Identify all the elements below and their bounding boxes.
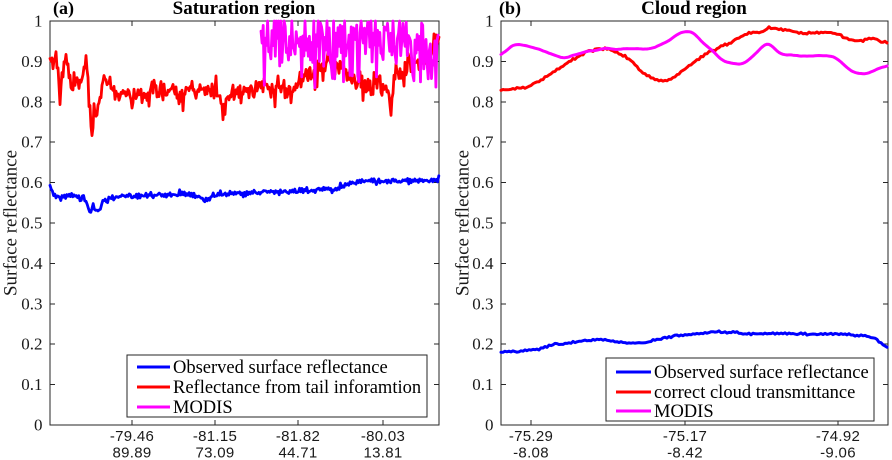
svg-text:0.8: 0.8 (472, 92, 493, 111)
svg-text:0.5: 0.5 (21, 214, 42, 233)
svg-text:MODIS: MODIS (173, 398, 233, 418)
svg-text:Reflectance from tail inforamt: Reflectance from tail inforamtion (173, 378, 421, 398)
svg-text:0: 0 (34, 416, 43, 435)
svg-text:Cloud region: Cloud region (641, 0, 747, 19)
svg-text:-8.42: -8.42 (667, 445, 703, 460)
svg-text:correct cloud transmittance: correct cloud transmittance (654, 383, 855, 403)
svg-text:0.7: 0.7 (21, 133, 43, 152)
svg-text:-81.82: -81.82 (276, 428, 320, 445)
svg-text:Observed surface reflectance: Observed surface reflectance (173, 358, 388, 378)
svg-text:Saturation region: Saturation region (173, 0, 316, 19)
svg-text:0.9: 0.9 (21, 52, 42, 71)
svg-text:-81.15: -81.15 (193, 428, 237, 445)
svg-text:13.81: 13.81 (363, 445, 402, 460)
svg-text:Surface reflectance: Surface reflectance (1, 150, 22, 296)
svg-text:0.8: 0.8 (21, 92, 42, 111)
svg-text:-80.03: -80.03 (361, 428, 405, 445)
svg-text:0.1: 0.1 (472, 375, 493, 394)
svg-text:-74.92: -74.92 (816, 428, 860, 445)
svg-text:0.3: 0.3 (21, 294, 42, 313)
svg-text:0.6: 0.6 (21, 173, 42, 192)
svg-text:-75.29: -75.29 (509, 428, 553, 445)
svg-text:Surface reflectance: Surface reflectance (453, 150, 474, 296)
svg-text:0.9: 0.9 (472, 52, 493, 71)
svg-text:0.2: 0.2 (472, 335, 493, 354)
svg-text:89.89: 89.89 (112, 445, 151, 460)
svg-text:0.7: 0.7 (472, 133, 494, 152)
svg-text:0.5: 0.5 (472, 214, 493, 233)
svg-text:0.6: 0.6 (472, 173, 493, 192)
svg-text:(b): (b) (499, 0, 521, 19)
svg-text:44.71: 44.71 (278, 445, 317, 460)
svg-text:73.09: 73.09 (195, 445, 234, 460)
svg-text:0.4: 0.4 (472, 254, 494, 273)
svg-text:1: 1 (34, 12, 43, 31)
svg-text:0.3: 0.3 (472, 294, 493, 313)
svg-text:0.1: 0.1 (21, 375, 42, 394)
svg-text:-8.08: -8.08 (513, 445, 549, 460)
svg-text:-75.17: -75.17 (663, 428, 707, 445)
svg-text:0.2: 0.2 (21, 335, 42, 354)
svg-text:1: 1 (485, 12, 494, 31)
svg-text:-9.06: -9.06 (820, 445, 856, 460)
svg-text:Observed surface reflectance: Observed surface reflectance (654, 363, 869, 383)
svg-text:MODIS: MODIS (654, 402, 714, 422)
svg-text:-79.46: -79.46 (110, 428, 154, 445)
svg-text:(a): (a) (53, 0, 74, 19)
svg-text:0.4: 0.4 (21, 254, 43, 273)
svg-text:0: 0 (485, 416, 494, 435)
